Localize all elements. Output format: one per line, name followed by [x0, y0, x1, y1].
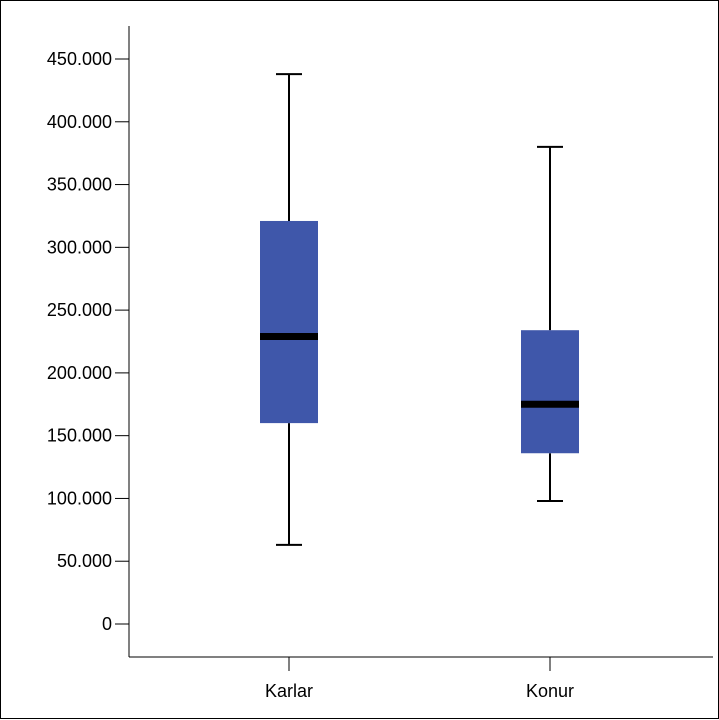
axes-layer: 0 50.000 100.000 150.000 200.000 250.000 300.0… — [47, 26, 713, 701]
y-tick-label: 100.000 — [47, 488, 112, 508]
y-tick-label: 200.000 — [47, 363, 112, 383]
x-tick-label: Karlar — [265, 681, 313, 701]
box-karlar — [260, 73, 318, 546]
y-tick-label: 150.000 — [47, 426, 112, 446]
y-tick-label: 350.000 — [47, 175, 112, 195]
y-tick-label: 0 — [102, 614, 112, 634]
y-tick-label: 250.000 — [47, 300, 112, 320]
iqr-box — [260, 220, 318, 424]
iqr-box — [521, 330, 579, 454]
box-konur — [521, 145, 579, 502]
y-tick-label: 400.000 — [47, 112, 112, 132]
y-tick-label: 300.000 — [47, 237, 112, 257]
boxes-layer — [260, 73, 579, 546]
y-tick-label: 50.000 — [57, 551, 112, 571]
x-tick-label: Konur — [526, 681, 574, 701]
y-tick-label: 450.000 — [47, 49, 112, 69]
